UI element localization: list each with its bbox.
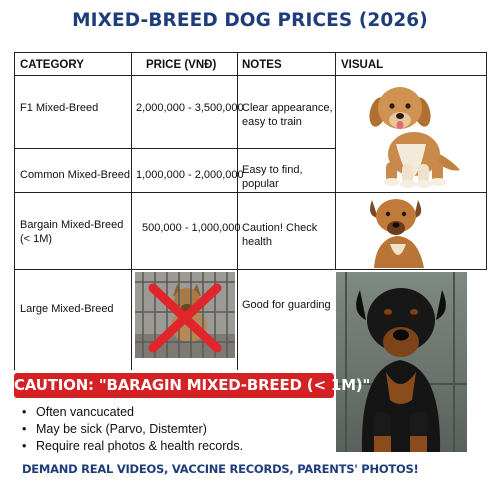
caution-heading: CAUTION: "BARAGIN MIXED-BREED (< 1M)" — [14, 373, 370, 398]
footer-warning: DEMAND REAL VIDEOS, VACCINE RECORDS, PAR… — [22, 462, 419, 476]
table-border-top — [14, 52, 487, 53]
caution-list: Often vancucated May be sick (Parvo, Dis… — [22, 404, 332, 455]
golden-puppy-image — [369, 87, 460, 188]
header-notes: NOTES — [242, 59, 282, 71]
row-divider — [14, 269, 487, 270]
col-divider — [335, 52, 336, 270]
caution-item: Often vancucated — [22, 404, 332, 421]
caution-item: Require real photos & health records. — [22, 438, 332, 455]
row3-category: Bargain Mixed-Breed (< 1M) — [20, 219, 124, 245]
header-visual: VISUAL — [341, 59, 384, 71]
row3-notes: Caution! Check health — [242, 222, 318, 248]
col-divider — [237, 52, 238, 370]
row1-notes: Clear appearance, easy to train — [242, 102, 333, 128]
tan-dog-image — [370, 199, 424, 268]
table-border-left — [14, 52, 15, 370]
row1-price: 2,000,000 - 3,500,000 — [136, 102, 244, 114]
rottweiler-image — [336, 272, 467, 452]
caged-dog-crossed-image — [135, 272, 235, 358]
col-divider — [131, 52, 132, 370]
row2-notes: Easy to find, popular — [242, 164, 303, 190]
row4-category: Large Mixed-Breed — [20, 303, 114, 315]
row2-category: Common Mixed-Breed — [20, 169, 131, 181]
header-category: CATEGORY — [20, 59, 84, 71]
row2-price: 1,000,000 - 2,000,000 — [136, 169, 244, 181]
row3-price: 500,000 - 1,000,000 — [142, 222, 241, 234]
header-divider — [14, 75, 487, 76]
header-price: PRICE (VNĐ) — [146, 59, 217, 71]
row1-category: F1 Mixed-Breed — [20, 102, 99, 114]
row-divider — [14, 192, 487, 193]
page-title: MIXED-BREED DOG PRICES (2026) — [72, 10, 428, 31]
row4-notes: Good for guarding — [242, 299, 331, 311]
row-divider — [14, 148, 336, 149]
caution-item: May be sick (Parvo, Distemter) — [22, 421, 332, 438]
table-border-right — [486, 52, 487, 270]
